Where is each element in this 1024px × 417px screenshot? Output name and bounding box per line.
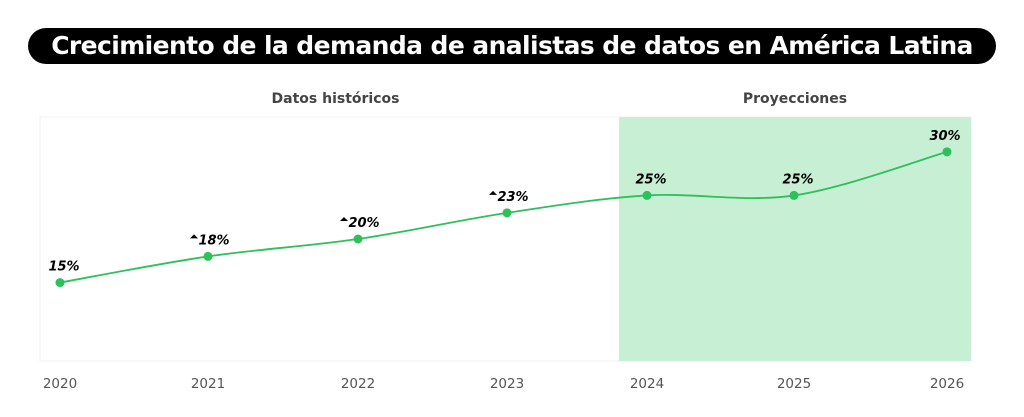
data-label: 30% bbox=[929, 129, 960, 144]
data-point bbox=[642, 190, 652, 200]
x-tick-label: 2026 bbox=[930, 376, 964, 392]
data-label: 23% bbox=[497, 190, 528, 205]
data-point bbox=[502, 208, 512, 218]
data-label: 18% bbox=[198, 233, 229, 248]
x-tick-label: 2023 bbox=[490, 376, 524, 392]
data-point bbox=[789, 190, 799, 200]
x-tick-label: 2024 bbox=[630, 376, 664, 392]
data-point bbox=[203, 251, 213, 261]
data-label: 15% bbox=[48, 260, 79, 275]
x-tick-label: 2022 bbox=[341, 376, 375, 392]
data-label: 20% bbox=[348, 216, 379, 231]
increase-arrow-icon bbox=[190, 234, 198, 239]
projection-band bbox=[619, 117, 971, 361]
chart-title: Crecimiento de la demanda de analistas d… bbox=[28, 28, 996, 64]
x-tick-label: 2020 bbox=[43, 376, 77, 392]
increase-arrow-icon bbox=[340, 217, 348, 221]
x-tick-label: 2021 bbox=[191, 376, 225, 392]
section-label-historical: Datos históricos bbox=[272, 91, 400, 107]
data-label: 25% bbox=[635, 172, 666, 187]
x-tick-label: 2025 bbox=[777, 376, 811, 392]
data-point bbox=[55, 278, 65, 288]
data-point bbox=[353, 234, 363, 244]
section-label-projection: Proyecciones bbox=[743, 91, 847, 107]
data-point bbox=[942, 147, 952, 157]
data-label: 25% bbox=[782, 172, 813, 187]
increase-arrow-icon bbox=[489, 190, 497, 195]
